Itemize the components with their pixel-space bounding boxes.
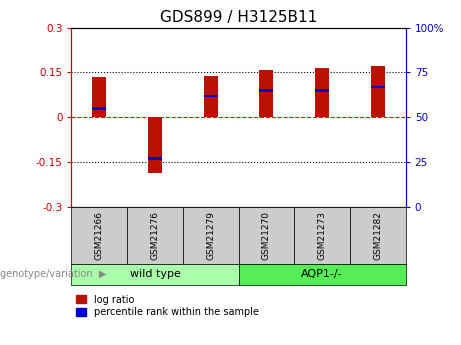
Bar bbox=[204, 95, 218, 97]
Text: GSM21266: GSM21266 bbox=[95, 211, 104, 260]
Bar bbox=[71, 264, 239, 285]
Bar bbox=[148, 157, 162, 160]
Text: genotype/variation  ▶: genotype/variation ▶ bbox=[0, 269, 106, 279]
Text: wild type: wild type bbox=[130, 269, 180, 279]
Text: GSM21276: GSM21276 bbox=[150, 211, 160, 260]
Bar bbox=[92, 107, 106, 110]
Bar bbox=[294, 207, 350, 264]
Bar bbox=[204, 76, 218, 117]
Title: GDS899 / H3125B11: GDS899 / H3125B11 bbox=[160, 10, 317, 25]
Bar bbox=[92, 77, 106, 117]
Bar bbox=[183, 207, 238, 264]
Bar bbox=[238, 207, 294, 264]
Bar bbox=[371, 86, 385, 88]
Text: GSM21282: GSM21282 bbox=[373, 211, 382, 260]
Text: GSM21279: GSM21279 bbox=[206, 211, 215, 260]
Bar bbox=[315, 89, 329, 92]
Bar bbox=[371, 66, 385, 117]
Bar bbox=[71, 207, 127, 264]
Bar bbox=[127, 207, 183, 264]
Text: AQP1-/-: AQP1-/- bbox=[301, 269, 343, 279]
Bar bbox=[148, 117, 162, 172]
Legend: log ratio, percentile rank within the sample: log ratio, percentile rank within the sa… bbox=[77, 295, 259, 317]
Text: GSM21273: GSM21273 bbox=[318, 211, 327, 260]
Text: GSM21270: GSM21270 bbox=[262, 211, 271, 260]
Bar bbox=[238, 264, 406, 285]
Bar bbox=[260, 70, 273, 117]
Bar bbox=[350, 207, 406, 264]
Bar bbox=[315, 68, 329, 117]
Bar bbox=[260, 89, 273, 92]
